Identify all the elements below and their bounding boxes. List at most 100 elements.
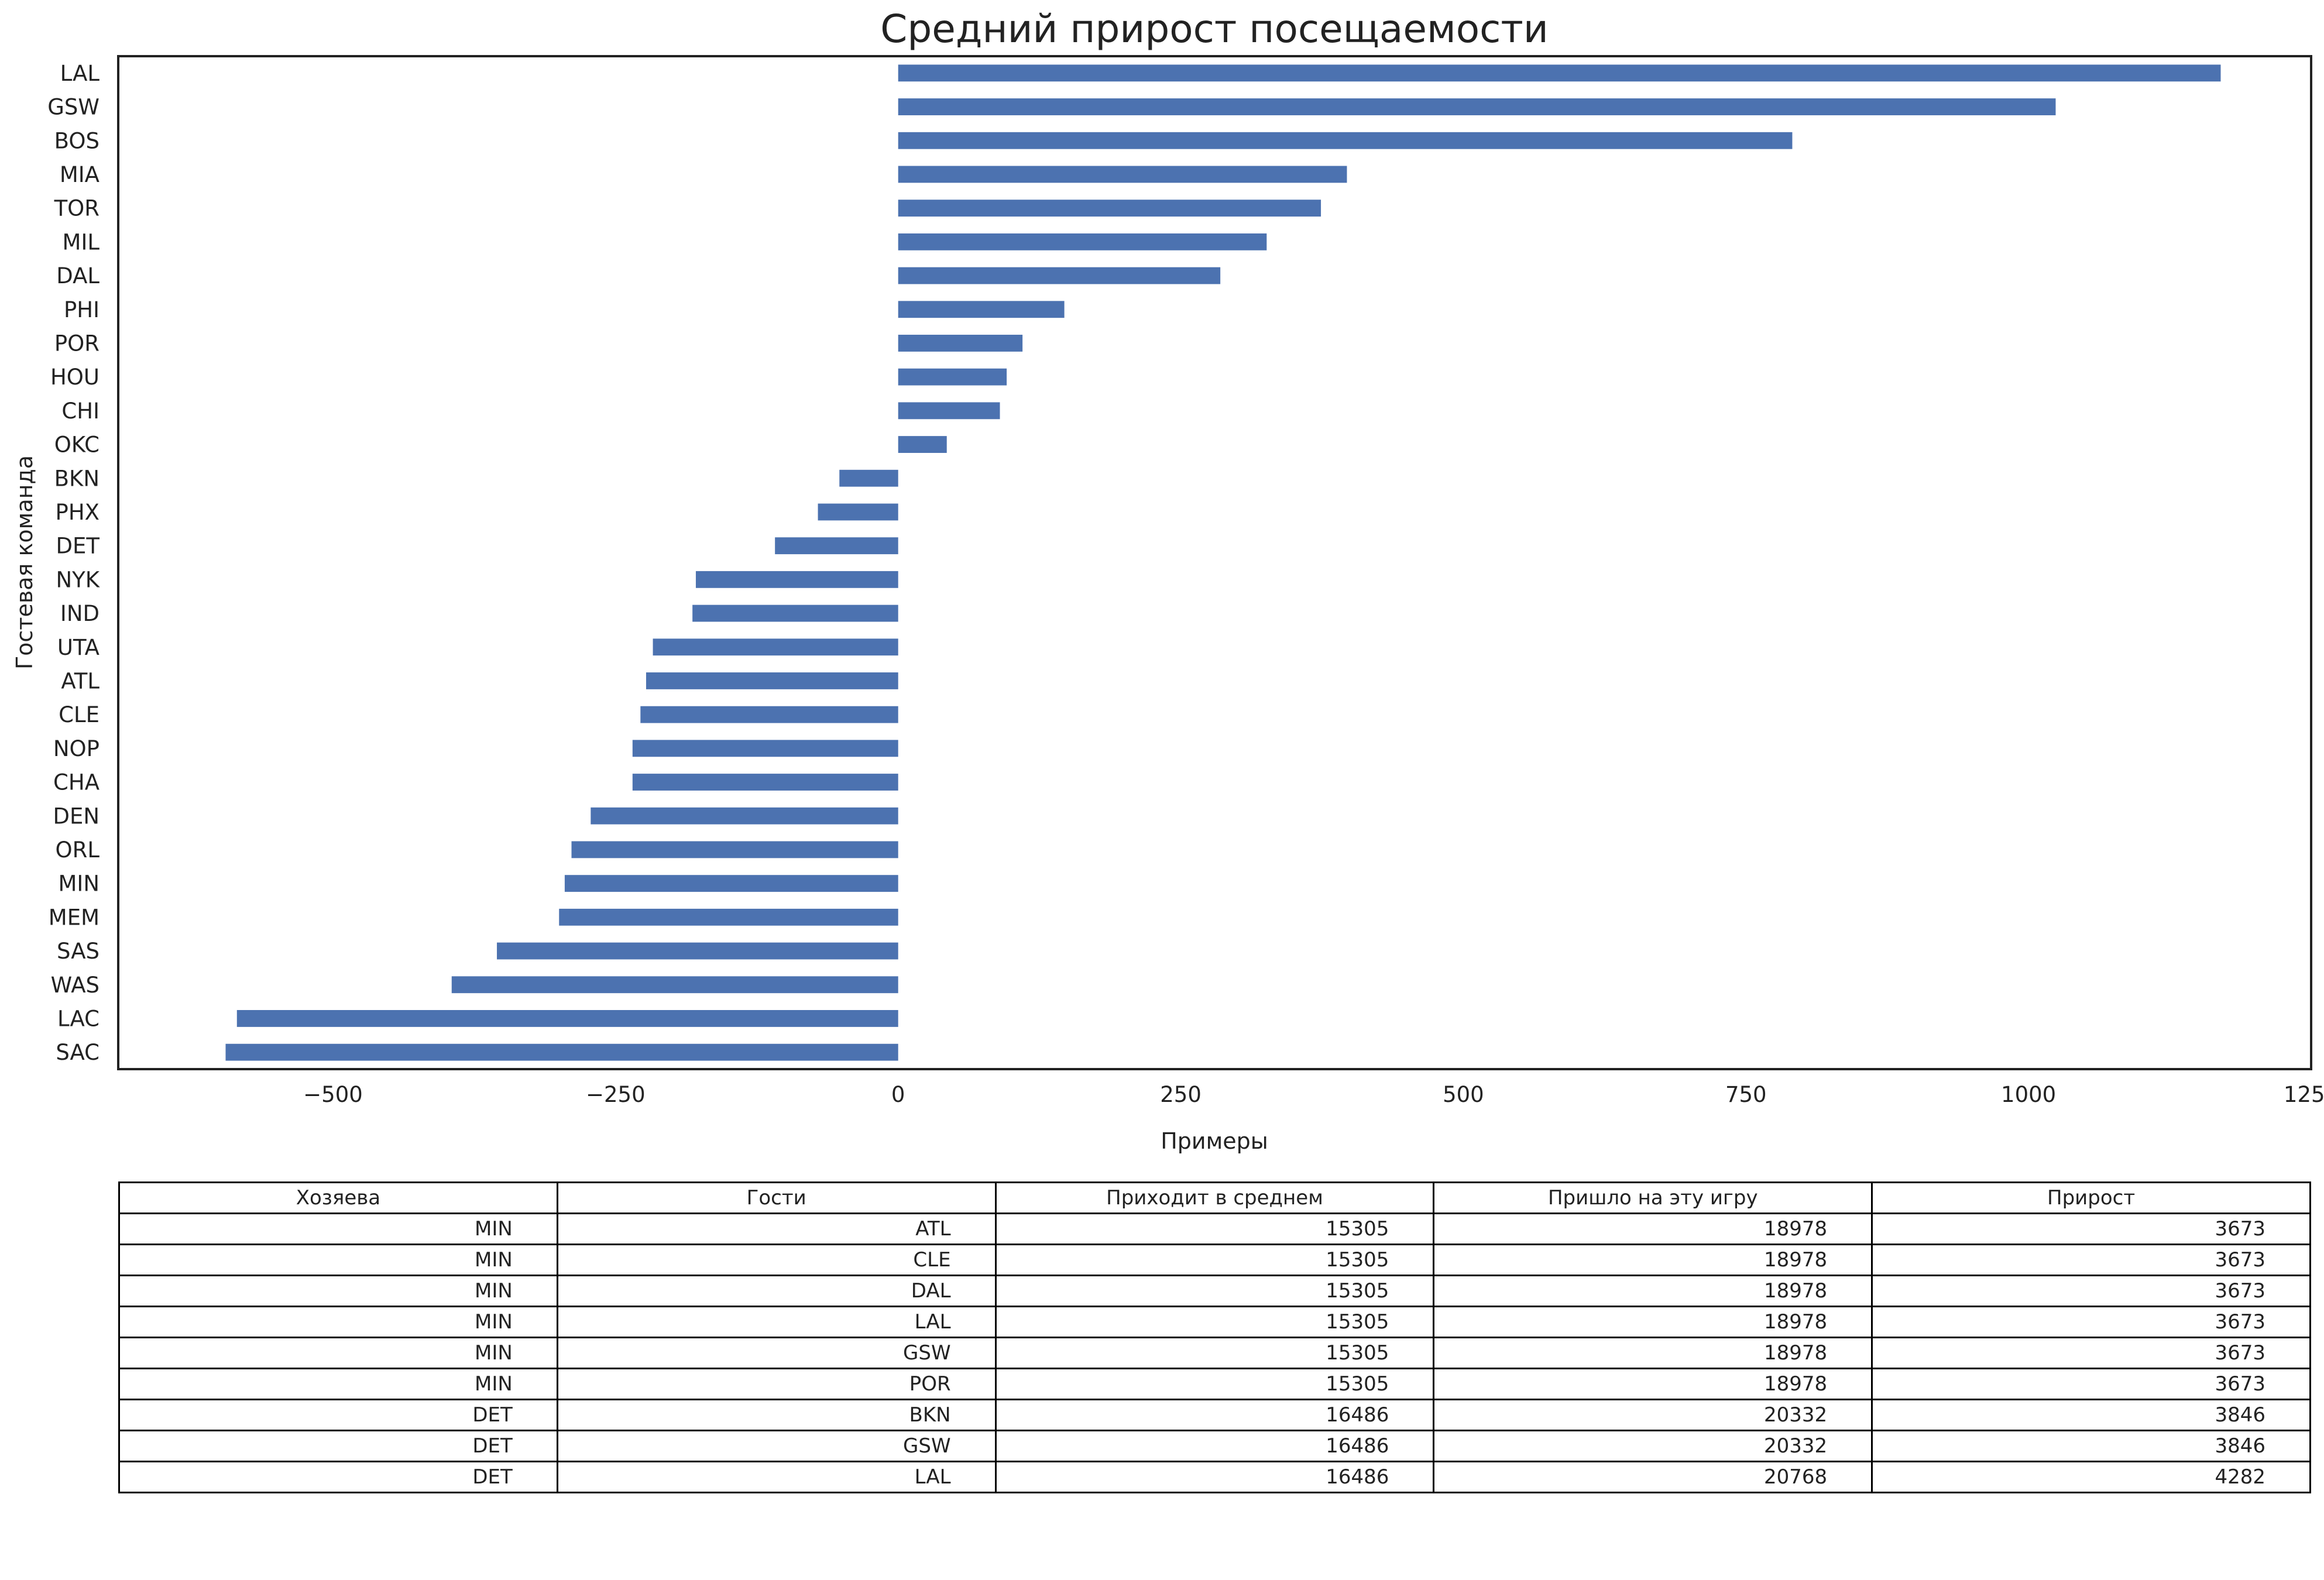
bar-lal [898, 64, 2221, 81]
x-tick-label: 500 [1443, 1082, 1484, 1107]
table-cell: 15305 [995, 1245, 1434, 1276]
table-cell: CLE [557, 1245, 995, 1276]
table-cell: 3846 [1872, 1431, 2311, 1462]
data-table: Хозяева Гости Приходит в среднем Пришло на … [118, 1181, 2311, 1493]
bar-nyk [696, 571, 898, 588]
table-cell: DET [119, 1431, 558, 1462]
table-header-cell: Прирост [1872, 1183, 2311, 1214]
y-tick-label: GSW [47, 95, 99, 120]
y-tick-label: CHI [61, 399, 99, 424]
table-cell: DET [119, 1400, 558, 1431]
table-cell: LAL [557, 1462, 995, 1493]
table-row: MIN LAL 15305 18978 3673 [119, 1307, 2311, 1338]
table-row: MIN DAL 15305 18978 3673 [119, 1276, 2311, 1307]
table-row: MIN ATL 15305 18978 3673 [119, 1214, 2311, 1245]
y-tick-label: LAL [60, 61, 100, 86]
table-cell: 16486 [995, 1462, 1434, 1493]
bar-tor [898, 200, 1321, 217]
bar-min [565, 875, 898, 892]
table-cell: 3673 [1872, 1245, 2311, 1276]
bar-mia [898, 166, 1347, 183]
table-cell: 18978 [1434, 1338, 1872, 1369]
y-tick-label: MEM [49, 905, 99, 930]
table-cell: 15305 [995, 1214, 1434, 1245]
table-cell: 16486 [995, 1400, 1434, 1431]
table-cell: 15305 [995, 1276, 1434, 1307]
table-cell: 3673 [1872, 1214, 2311, 1245]
table-header-cell: Пришло на эту игру [1434, 1183, 1872, 1214]
y-tick-labels: LAL GSW BOS MIA TOR MIL DAL PHI POR HOU CHI OKC BKN P… [47, 61, 100, 1065]
x-tick-label: 1250 [2284, 1082, 2324, 1107]
bar-orl [572, 841, 898, 858]
y-tick-label: UTA [57, 635, 99, 660]
table-cell: MIN [119, 1307, 558, 1338]
y-axis-label: Гостевая команда [12, 455, 37, 669]
table-cell: 18978 [1434, 1307, 1872, 1338]
bar-nop [633, 740, 898, 757]
table-cell: MIN [119, 1369, 558, 1400]
table-cell: POR [557, 1369, 995, 1400]
table-cell: 20332 [1434, 1400, 1872, 1431]
table-cell: GSW [557, 1431, 995, 1462]
y-tick-label: SAC [56, 1040, 99, 1065]
bar-atl [646, 672, 898, 689]
table-cell: 3673 [1872, 1307, 2311, 1338]
table-row: MIN POR 15305 18978 3673 [119, 1369, 2311, 1400]
table-cell: 16486 [995, 1431, 1434, 1462]
table-cell: ATL [557, 1214, 995, 1245]
y-tick-label: DET [56, 534, 100, 559]
x-tick-label: 250 [1160, 1082, 1202, 1107]
bar-sac [225, 1044, 898, 1061]
bar-phx [818, 504, 898, 521]
bar-gsw [898, 98, 2056, 115]
table-cell: MIN [119, 1214, 558, 1245]
table-header-cell: Гости [557, 1183, 995, 1214]
y-tick-label: CLE [59, 702, 99, 727]
table-cell: MIN [119, 1276, 558, 1307]
table-cell: LAL [557, 1307, 995, 1338]
bar-mem [559, 909, 898, 926]
table-cell: DAL [557, 1276, 995, 1307]
y-tick-label: NOP [53, 736, 99, 761]
bar-chi [898, 402, 1000, 419]
y-tick-label: WAS [51, 973, 99, 998]
table-cell: 18978 [1434, 1245, 1872, 1276]
table-row: MIN GSW 15305 18978 3673 [119, 1338, 2311, 1369]
bars-group [225, 64, 2220, 1060]
y-tick-label: ATL [61, 668, 99, 693]
bar-bos [898, 132, 1793, 149]
table-header-cell: Хозяева [119, 1183, 558, 1214]
chart-title: Средний прирост посещаемости [880, 6, 1549, 51]
y-tick-label: IND [60, 601, 99, 626]
y-tick-label: CHA [53, 770, 99, 795]
bar-bkn [839, 470, 898, 487]
table-cell: 3673 [1872, 1369, 2311, 1400]
table-cell: BKN [557, 1400, 995, 1431]
table-cell: DET [119, 1462, 558, 1493]
x-tick-label: −500 [303, 1082, 363, 1107]
table-cell: 15305 [995, 1307, 1434, 1338]
bar-det [775, 537, 898, 554]
y-tick-label: NYK [56, 567, 100, 592]
table-row: DET GSW 16486 20332 3846 [119, 1431, 2311, 1462]
table-cell: 18978 [1434, 1276, 1872, 1307]
table-header-cell: Приходит в среднем [995, 1183, 1434, 1214]
bar-okc [898, 436, 947, 453]
bar-mil [898, 233, 1267, 250]
bar-was [452, 976, 898, 993]
bar-hou [898, 369, 1007, 386]
y-tick-label: LAC [57, 1006, 99, 1031]
y-tick-label: BOS [54, 128, 99, 153]
x-tick-label: 750 [1725, 1082, 1767, 1107]
table-cell: 18978 [1434, 1214, 1872, 1245]
table-cell: 15305 [995, 1369, 1434, 1400]
table-row: DET BKN 16486 20332 3846 [119, 1400, 2311, 1431]
table-cell: 3673 [1872, 1276, 2311, 1307]
y-tick-label: BKN [54, 466, 99, 491]
y-tick-label: PHX [56, 500, 99, 525]
y-tick-label: HOU [50, 365, 99, 390]
y-tick-label: MIA [60, 162, 99, 187]
table-cell: 20332 [1434, 1431, 1872, 1462]
table-header-row: Хозяева Гости Приходит в среднем Пришло на … [119, 1183, 2311, 1214]
y-tick-label: ORL [56, 837, 100, 863]
